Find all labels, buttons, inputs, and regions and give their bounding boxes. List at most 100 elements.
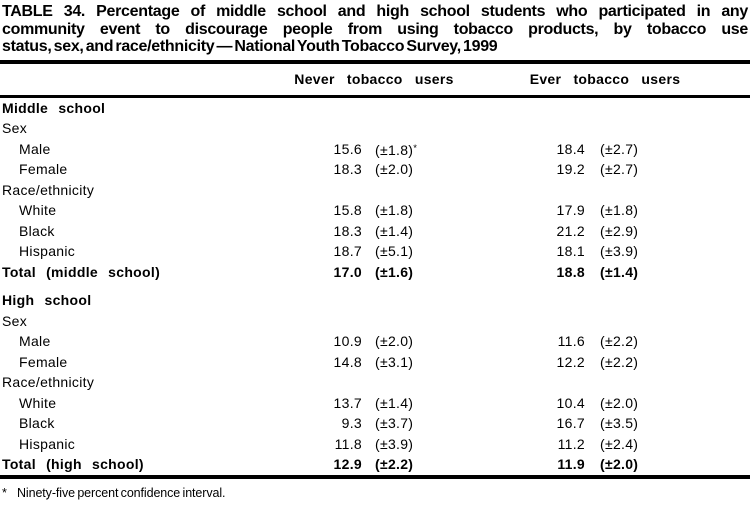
never-ci: (±1.6) bbox=[375, 263, 414, 280]
never-ci: (±1.8) bbox=[375, 202, 414, 218]
never-ci: (±2.0) bbox=[375, 333, 414, 349]
never-value: 13.7 bbox=[333, 394, 362, 411]
ever-ci: (±2.0) bbox=[600, 456, 639, 472]
table-row: Sex bbox=[0, 118, 750, 139]
never-value: 17.0 bbox=[333, 263, 362, 280]
table-row: Total (middle school) 17.0 (±1.6) 18.8 (… bbox=[0, 262, 750, 283]
ever-ci: (±2.2) bbox=[600, 333, 639, 349]
footnote-marker: * bbox=[2, 485, 7, 500]
table-row: Black 9.3 (±3.7) 16.7 (±3.5) bbox=[0, 413, 750, 434]
row-label: Sex bbox=[2, 312, 28, 329]
table-row: Race/ethnicity bbox=[0, 180, 750, 201]
never-ci: (±1.4) bbox=[375, 394, 414, 411]
never-ci: (±1.8)* bbox=[362, 139, 460, 161]
footnote-marker-ref: * bbox=[413, 142, 417, 154]
ever-value: 11.9 bbox=[557, 456, 585, 472]
row-label: Race/ethnicity bbox=[2, 374, 95, 390]
table-row: Female 14.8 (±3.1) 12.2 (±2.2) bbox=[0, 352, 750, 373]
never-value: 15.6 bbox=[333, 140, 362, 157]
row-label: White bbox=[19, 394, 57, 411]
never-value: 18.7 bbox=[333, 243, 362, 259]
ever-ci: (±2.2) bbox=[600, 353, 639, 370]
never-ci: (±1.4) bbox=[375, 222, 414, 239]
ever-value: 17.9 bbox=[556, 202, 585, 218]
row-label: Female bbox=[19, 353, 68, 370]
ever-value: 11.2 bbox=[557, 435, 585, 452]
row-label: Male bbox=[19, 333, 51, 349]
never-ci: (±3.7) bbox=[375, 415, 414, 431]
never-value: 9.3 bbox=[341, 415, 362, 431]
row-label: Black bbox=[19, 222, 55, 239]
never-value: 10.9 bbox=[333, 333, 362, 349]
column-header-never: Never tobacco users bbox=[294, 71, 454, 87]
table-row: White 15.8 (±1.8) 17.9 (±1.8) bbox=[0, 200, 750, 221]
ever-ci: (±3.5) bbox=[600, 415, 639, 431]
ever-ci: (±2.9) bbox=[600, 222, 639, 239]
row-label: Black bbox=[19, 415, 55, 431]
divider-top bbox=[0, 59, 750, 64]
table-title: TABLE 34. Percentage of middle school an… bbox=[0, 0, 748, 56]
ci-text: (±1.8) bbox=[375, 141, 414, 158]
never-ci: (±3.1) bbox=[375, 353, 414, 370]
ever-value: 16.7 bbox=[556, 415, 585, 431]
row-label: Total (middle school) bbox=[2, 263, 161, 280]
column-header-ever: Ever tobacco users bbox=[529, 71, 681, 87]
ever-value: 11.6 bbox=[557, 333, 585, 349]
row-label: Hispanic bbox=[19, 243, 76, 259]
never-ci: (±3.9) bbox=[375, 435, 414, 452]
never-ci: (±2.0) bbox=[375, 161, 414, 177]
table-row: Male 10.9 (±2.0) 11.6 (±2.2) bbox=[0, 331, 750, 352]
ever-value: 21.2 bbox=[556, 222, 585, 239]
table-row: Sex bbox=[0, 311, 750, 332]
table-row: Hispanic 11.8 (±3.9) 11.2 (±2.4) bbox=[0, 434, 750, 455]
never-value: 18.3 bbox=[333, 222, 362, 239]
data-table: Middle school Sex Male 15.6 (±1.8)* 18.4… bbox=[0, 98, 750, 475]
table-row: High school bbox=[0, 290, 750, 311]
table-row: Female 18.3 (±2.0) 19.2 (±2.7) bbox=[0, 159, 750, 180]
row-label: Middle school bbox=[2, 99, 106, 116]
never-value: 14.8 bbox=[333, 353, 362, 370]
never-ci: (±2.2) bbox=[375, 456, 414, 472]
footnote-text: Ninety-five percent confidence interval. bbox=[17, 485, 226, 500]
table-title-line-1: TABLE 34. Percentage of middle school an… bbox=[2, 3, 748, 20]
row-label: Male bbox=[19, 140, 51, 157]
ever-ci: (±2.0) bbox=[600, 394, 639, 411]
table-row: Total (high school) 12.9 (±2.2) 11.9 (±2… bbox=[0, 454, 750, 475]
ever-ci: (±2.7) bbox=[600, 140, 639, 157]
ever-ci: (±1.8) bbox=[600, 202, 639, 218]
ever-value: 10.4 bbox=[556, 394, 585, 411]
never-value: 18.3 bbox=[333, 161, 362, 177]
column-header-row: Never tobacco users Ever tobacco users bbox=[0, 64, 750, 95]
table-title-line-2: community event to discourage people fro… bbox=[2, 20, 748, 38]
never-ci: (±5.1) bbox=[375, 243, 414, 259]
ever-value: 18.8 bbox=[556, 263, 585, 280]
table-title-line-3: status, sex, and race/ethnicity — Nation… bbox=[2, 38, 498, 55]
divider-header bbox=[0, 94, 750, 98]
row-label: High school bbox=[2, 292, 92, 308]
table-row: Hispanic 18.7 (±5.1) 18.1 (±3.9) bbox=[0, 241, 750, 262]
row-label: Hispanic bbox=[19, 435, 76, 452]
never-value: 15.8 bbox=[333, 202, 362, 218]
row-label: Sex bbox=[2, 120, 28, 136]
row-label: Race/ethnicity bbox=[2, 181, 95, 198]
table-row: Middle school bbox=[0, 98, 750, 119]
footnote: * Ninety-five percent confidence interval… bbox=[0, 486, 750, 500]
row-label: White bbox=[19, 202, 57, 218]
ever-ci: (±2.4) bbox=[600, 435, 639, 452]
divider-bottom bbox=[0, 474, 750, 479]
ever-ci: (±3.9) bbox=[600, 243, 639, 259]
table-row: Male 15.6 (±1.8)* 18.4 (±2.7) bbox=[0, 139, 750, 160]
ever-ci: (±2.7) bbox=[600, 161, 639, 177]
table-row: White 13.7 (±1.4) 10.4 (±2.0) bbox=[0, 393, 750, 414]
table-row: Race/ethnicity bbox=[0, 372, 750, 393]
row-label: Total (high school) bbox=[2, 456, 144, 472]
never-value: 12.9 bbox=[333, 456, 362, 472]
ever-value: 19.2 bbox=[556, 161, 585, 177]
ever-value: 18.1 bbox=[556, 243, 585, 259]
ever-value: 18.4 bbox=[556, 140, 585, 157]
never-value: 11.8 bbox=[334, 435, 362, 452]
ever-value: 12.2 bbox=[556, 353, 585, 370]
row-label: Female bbox=[19, 161, 68, 177]
table-row: Black 18.3 (±1.4) 21.2 (±2.9) bbox=[0, 221, 750, 242]
